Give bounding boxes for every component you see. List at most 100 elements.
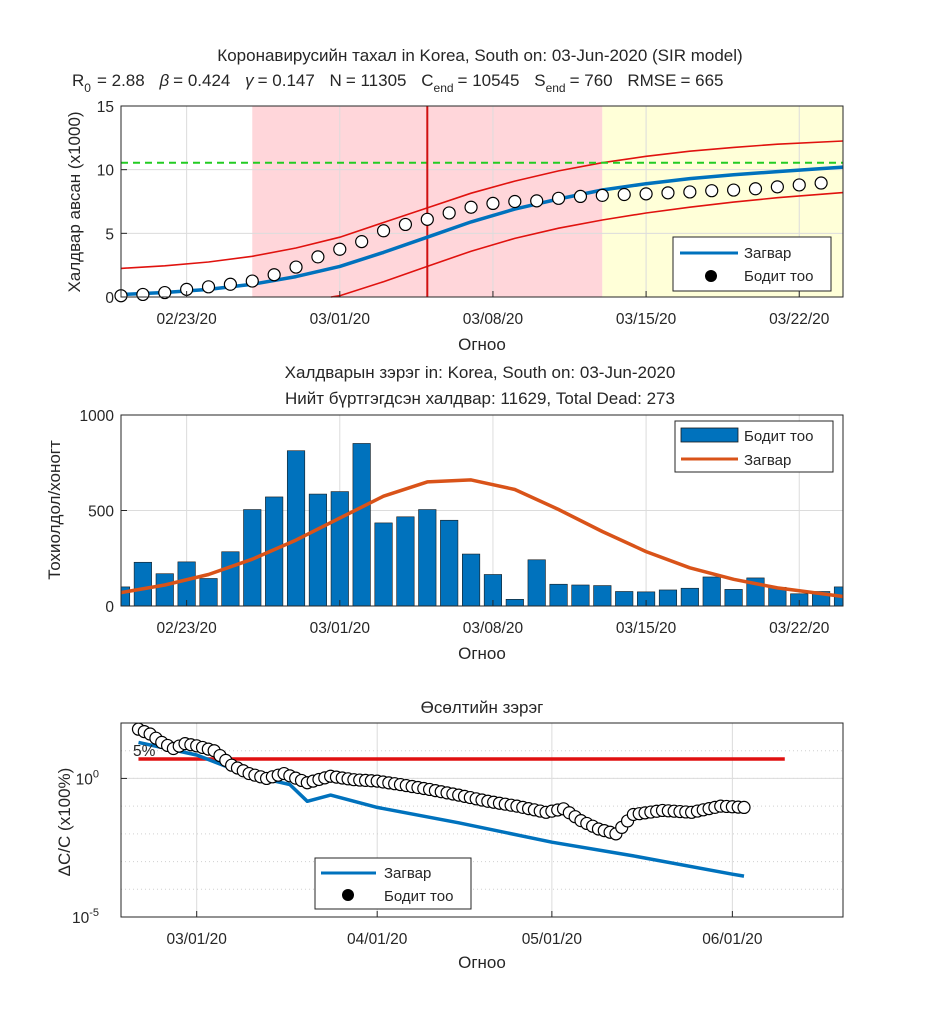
bar xyxy=(658,589,678,607)
panel3-legend: Загвар Бодит тоо xyxy=(314,857,472,910)
xtick-label: 03/15/20 xyxy=(616,311,677,328)
panel-sir-cumulative: Коронавирусийн тахал in Korea, South on:… xyxy=(65,46,844,354)
legend-actual-swatch xyxy=(342,889,354,901)
bar xyxy=(396,516,415,607)
ytick-label: 0 xyxy=(105,599,114,616)
legend-model-label: Загвар xyxy=(384,865,431,882)
ytick-label: 15 xyxy=(97,99,114,116)
panel3-title: Өсөлтийн зэрэг xyxy=(421,698,544,717)
bar xyxy=(571,584,590,607)
bar xyxy=(615,591,634,607)
panel2-ticks: 02/23/20 03/01/20 03/08/20 03/15/20 03/22/20… xyxy=(80,408,830,637)
actual-point xyxy=(442,206,456,220)
legend-actual-swatch xyxy=(680,427,739,443)
ytick-label: 10-5 xyxy=(72,907,99,927)
ytick-label: 500 xyxy=(88,504,114,521)
actual-point xyxy=(464,200,478,214)
panel2-title: Халдварын зэрэг in: Korea, South on: 03-… xyxy=(285,363,676,382)
panel-growth-rate: Өсөлтийн зэрэг 03/01/20 04/01/20 05/01/20 0… xyxy=(55,698,844,972)
panel1-series xyxy=(120,106,844,297)
actual-point xyxy=(617,187,631,202)
ytick-label: 5 xyxy=(105,226,114,243)
bar xyxy=(199,578,218,607)
actual-point xyxy=(573,189,588,204)
ytick-label: 0 xyxy=(105,290,114,307)
actual-point xyxy=(683,185,697,199)
actual-point xyxy=(376,224,391,238)
actual-point xyxy=(595,188,609,202)
legend-model-label: Загвар xyxy=(744,245,791,262)
xtick-label: 03/22/20 xyxy=(769,311,830,328)
bar xyxy=(330,491,349,607)
panel1-ticks: 02/23/20 03/01/20 03/08/20 03/15/20 03/22/20… xyxy=(97,99,830,328)
panel1-legend: Загвар Бодит тоо xyxy=(672,236,832,292)
actual-point xyxy=(398,217,413,232)
actual-point xyxy=(770,180,784,194)
actual-point xyxy=(508,194,522,209)
actual-point xyxy=(245,274,259,288)
xtick-label: 03/08/20 xyxy=(463,620,524,637)
panel2-ylabel: Тохиолдол/хоногт xyxy=(45,440,64,580)
bar xyxy=(724,589,743,607)
actual-point xyxy=(705,184,719,198)
model-line xyxy=(120,165,844,297)
panel3-ylabel: ΔC/C (x100%) xyxy=(55,768,74,877)
actual-point xyxy=(727,183,741,197)
legend-actual-label: Бодит тоо xyxy=(744,268,813,285)
bar xyxy=(593,585,612,607)
actual-point xyxy=(814,176,828,190)
panel3-xlabel: Огноо xyxy=(458,953,506,972)
ytick-exponent: -5 xyxy=(89,907,99,919)
lower-band-line xyxy=(330,191,844,298)
actual-point xyxy=(748,182,763,196)
panel2-subtitle: Нийт бүртгэгдсэн халдвар: 11629, Total D… xyxy=(285,389,675,408)
legend-actual-swatch xyxy=(705,270,717,282)
actual-point xyxy=(486,196,500,211)
actual-point xyxy=(289,260,303,274)
legend-model-label: Загвар xyxy=(744,452,791,469)
xtick-label: 03/22/20 xyxy=(769,620,830,637)
panel2-series xyxy=(120,478,844,599)
ytick-base: 10 xyxy=(72,910,90,927)
actual-point xyxy=(737,800,751,815)
xtick-label: 02/23/20 xyxy=(156,311,217,328)
actual-point xyxy=(267,268,281,282)
xtick-label: 06/01/20 xyxy=(702,931,763,948)
legend-actual-label: Бодит тоо xyxy=(744,428,813,445)
xtick-label: 02/23/20 xyxy=(156,620,217,637)
xtick-label: 03/01/20 xyxy=(310,620,371,637)
panel1-bands xyxy=(120,140,844,298)
bar xyxy=(462,553,481,607)
ytick-label: 10 xyxy=(97,163,115,180)
actual-point xyxy=(158,285,172,300)
panel3-axes-box xyxy=(120,722,844,918)
bar xyxy=(352,443,371,607)
actual-point xyxy=(333,242,347,256)
actual-point xyxy=(639,187,653,201)
ytick-base: 10 xyxy=(76,771,94,788)
xtick-label: 04/01/20 xyxy=(347,931,408,948)
bar xyxy=(680,587,699,607)
actual-point xyxy=(355,235,369,249)
ytick-exponent: 0 xyxy=(93,768,99,780)
panel3-grid xyxy=(121,722,843,918)
bar xyxy=(549,583,568,607)
bar xyxy=(177,561,196,607)
panel1-title: Коронавирусийн тахал in Korea, South on:… xyxy=(217,46,742,65)
bar xyxy=(155,573,174,607)
panel1-axes-box xyxy=(120,105,844,298)
actual-point xyxy=(420,212,434,226)
bar xyxy=(505,599,524,607)
bar xyxy=(133,561,152,607)
panel2-xlabel: Огноо xyxy=(458,644,506,663)
upper-band-line xyxy=(120,140,844,270)
actual-point xyxy=(661,186,675,200)
bar xyxy=(527,559,546,607)
xtick-label: 05/01/20 xyxy=(522,931,583,948)
model-line xyxy=(120,478,844,599)
actual-point xyxy=(201,280,216,294)
bar xyxy=(702,576,721,607)
bar xyxy=(418,509,437,607)
ytick-label: 1000 xyxy=(80,408,115,425)
